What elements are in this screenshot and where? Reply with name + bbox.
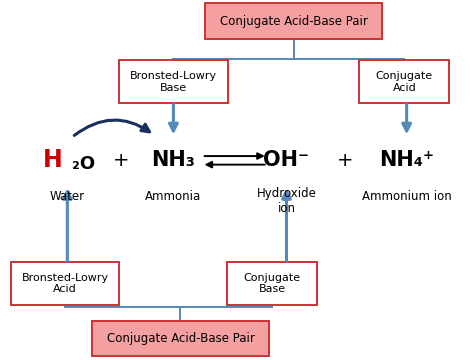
FancyBboxPatch shape bbox=[205, 3, 382, 39]
Text: Conjugate
Base: Conjugate Base bbox=[244, 273, 301, 294]
Text: Bronsted-Lowry
Base: Bronsted-Lowry Base bbox=[130, 71, 217, 93]
Text: Ammonium ion: Ammonium ion bbox=[362, 190, 452, 203]
Text: +: + bbox=[113, 151, 130, 170]
Text: Water: Water bbox=[50, 190, 85, 203]
Text: OH⁻: OH⁻ bbox=[264, 150, 310, 170]
FancyBboxPatch shape bbox=[119, 60, 228, 103]
Text: ₂O: ₂O bbox=[73, 155, 95, 173]
Text: Hydroxide
ion: Hydroxide ion bbox=[256, 188, 317, 215]
Text: NH₄⁺: NH₄⁺ bbox=[379, 150, 434, 170]
Text: Conjugate
Acid: Conjugate Acid bbox=[376, 71, 433, 93]
Text: Ammonia: Ammonia bbox=[145, 190, 201, 203]
FancyBboxPatch shape bbox=[359, 60, 449, 103]
FancyBboxPatch shape bbox=[228, 262, 318, 305]
Text: Conjugate Acid-Base Pair: Conjugate Acid-Base Pair bbox=[107, 333, 255, 346]
Text: NH₃: NH₃ bbox=[152, 150, 195, 170]
FancyBboxPatch shape bbox=[92, 321, 269, 356]
Text: Bronsted-Lowry
Acid: Bronsted-Lowry Acid bbox=[21, 273, 109, 294]
Text: +: + bbox=[337, 151, 354, 170]
Text: H: H bbox=[43, 148, 63, 172]
FancyBboxPatch shape bbox=[10, 262, 119, 305]
Text: Conjugate Acid-Base Pair: Conjugate Acid-Base Pair bbox=[219, 14, 367, 27]
